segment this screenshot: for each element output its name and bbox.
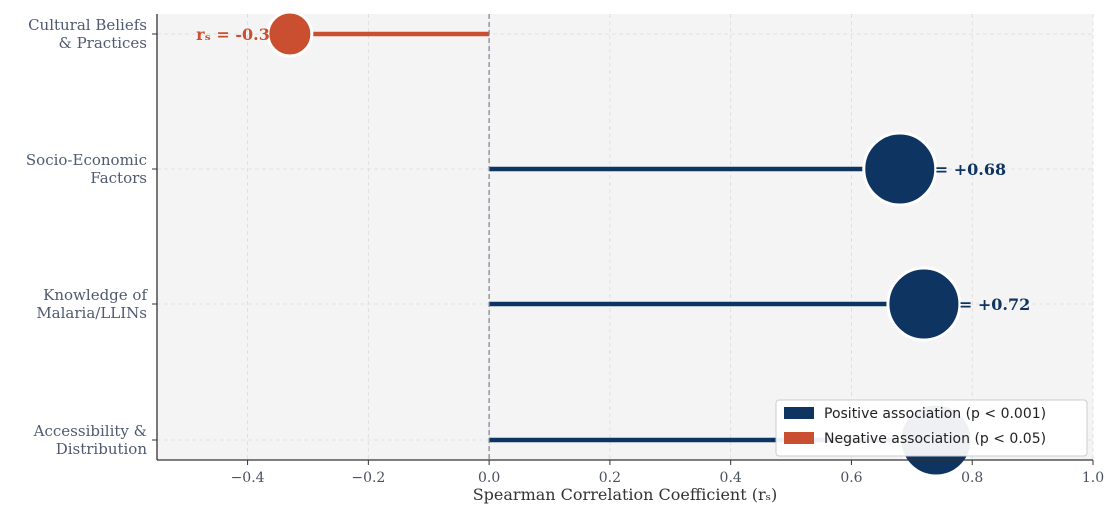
x-tick-label: 0.4 <box>720 470 742 486</box>
value-labels: rₛ = -0.3 = +0.68 = +0.72 <box>196 25 1030 314</box>
value-label: rₛ = -0.3 <box>196 25 270 44</box>
lollipop-dot <box>862 131 938 207</box>
category-label: & Practices <box>58 34 147 52</box>
category-label: Accessibility & <box>33 422 147 440</box>
lollipop-dot <box>266 10 314 58</box>
legend-swatch <box>784 407 814 419</box>
category-label: Malaria/LLINs <box>36 304 147 322</box>
category-label: Socio-Economic <box>26 151 147 169</box>
lollipop-dot <box>886 266 962 342</box>
lollipop-dots <box>266 10 974 478</box>
x-axis-title: Spearman Correlation Coefficient (rₛ) <box>473 485 778 504</box>
x-tick-label: 0.2 <box>599 470 621 486</box>
plot-background <box>157 14 1093 460</box>
value-label: = +0.72 <box>959 295 1030 314</box>
category-label: Factors <box>90 169 147 187</box>
y-axis-ticks: Cultural Beliefs& Practices Socio-Economi… <box>26 16 157 458</box>
category-label: Knowledge of <box>43 286 148 304</box>
legend-swatch <box>784 432 814 444</box>
legend: Positive association (p < 0.001) Negative… <box>775 399 1088 457</box>
legend-label: Negative association (p < 0.05) <box>824 431 1046 447</box>
x-tick-label: −0.2 <box>351 470 385 486</box>
legend-box <box>775 399 1088 457</box>
x-tick-label: −0.4 <box>231 470 265 486</box>
x-tick-label: 0.8 <box>961 470 983 486</box>
x-axis-ticks: −0.4 −0.2 0.0 0.2 0.4 0.6 0.8 1.0 <box>231 460 1104 486</box>
x-tick-label: 1.0 <box>1082 470 1104 486</box>
x-tick-label: 0.6 <box>840 470 862 486</box>
category-label: Distribution <box>56 440 148 458</box>
legend-label: Positive association (p < 0.001) <box>824 406 1046 422</box>
value-label: = +0.68 <box>935 160 1006 179</box>
category-label: Cultural Beliefs <box>28 16 147 34</box>
x-tick-label: 0.0 <box>478 470 500 486</box>
